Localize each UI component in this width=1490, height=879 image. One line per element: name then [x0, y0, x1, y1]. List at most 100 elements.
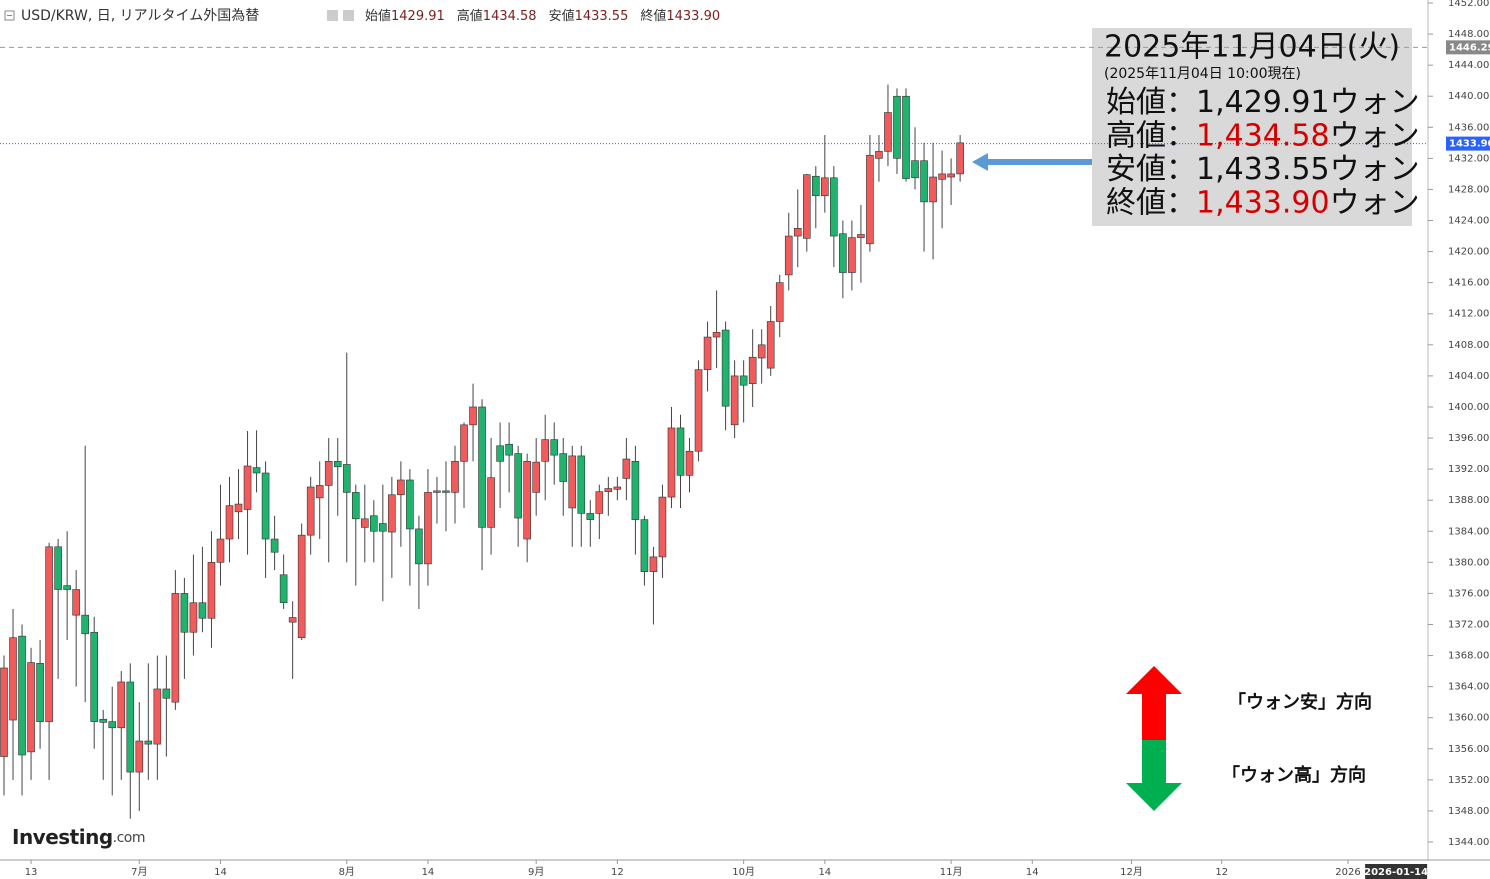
info-unit: ウォン: [1330, 152, 1420, 187]
y-tick-label: 1368.00: [1448, 651, 1489, 662]
candle-body: [676, 427, 685, 476]
y-tick-label: 1380.00: [1448, 557, 1489, 568]
y-tick-label: 1436.00: [1448, 122, 1489, 133]
price-label-box: [1446, 136, 1490, 151]
info-value: 1,433.90: [1196, 185, 1330, 220]
candle-body: [135, 740, 144, 773]
candle-body: [848, 237, 856, 273]
icon: [327, 10, 338, 21]
candle-body: [478, 406, 486, 528]
candle-body: [370, 515, 378, 532]
candle-body: [649, 556, 658, 572]
x-tick-label: 9月: [528, 866, 544, 878]
candle-body: [252, 467, 261, 474]
x-tick-label: 7月: [131, 866, 147, 878]
ohlc-item: 終値1433.90: [640, 8, 720, 24]
candle-body: [36, 663, 44, 722]
ohlc-item: 始値1429.91: [365, 8, 445, 24]
candle-body: [586, 513, 595, 520]
candle-body: [451, 461, 459, 493]
candle-body: [324, 461, 333, 486]
y-tick-label: 1416.00: [1448, 278, 1489, 289]
info-title: 2025年11月04日(火): [1104, 30, 1400, 65]
x-tick-label: 12月: [1120, 866, 1143, 878]
y-tick-label: 1348.00: [1448, 806, 1489, 817]
candle-body: [929, 176, 937, 203]
y-tick-label: 1428.00: [1448, 184, 1489, 195]
info-row: 高値：1,434.58ウォン: [1106, 118, 1420, 153]
candle-body: [857, 234, 865, 238]
info-separator: ：: [1166, 118, 1196, 153]
candle-body: [766, 321, 775, 369]
candle-body: [342, 464, 351, 493]
y-tick-label: 1388.00: [1448, 495, 1489, 506]
logo-suffix: .com: [113, 830, 145, 846]
collapse-icon: [4, 10, 15, 21]
candle-body: [712, 332, 721, 338]
logo: Investing.com: [12, 825, 145, 849]
candle-body: [550, 439, 559, 456]
info-label: 始値: [1106, 85, 1166, 120]
candle-body: [72, 589, 80, 616]
candle-body: [893, 95, 901, 159]
candle-body: [802, 174, 811, 239]
candle-body: [694, 369, 703, 452]
candle-body: [938, 173, 946, 180]
candle-body: [261, 472, 270, 540]
candle-body: [604, 488, 613, 492]
y-tick-label: 1364.00: [1448, 682, 1489, 693]
x-tick-label: 11月: [940, 866, 963, 878]
annotation: 「ウォン安」方向: [1228, 691, 1372, 713]
y-tick-label: 1400.00: [1448, 402, 1489, 413]
candle-body: [748, 356, 757, 384]
candle-body: [442, 490, 450, 493]
candle-body: [54, 546, 62, 590]
x-tick-label: 2026-01-14: [1364, 867, 1428, 878]
candle-body: [622, 458, 631, 479]
candle-body: [811, 175, 820, 196]
down-arrow: [1126, 740, 1182, 811]
x-tick-label: 14: [214, 867, 227, 878]
candle-body: [505, 443, 513, 456]
candle-body: [631, 461, 640, 520]
candle-body: [920, 160, 928, 203]
y-tick-label: 1444.00: [1448, 60, 1489, 71]
info-separator: ：: [1166, 185, 1196, 220]
annotation: 「ウォン高」方向: [1222, 764, 1366, 786]
candle-body: [884, 112, 892, 152]
candle-body: [703, 336, 712, 370]
candle-body: [496, 445, 504, 462]
info-label: 終値: [1106, 185, 1166, 220]
candle-body: [108, 721, 117, 729]
info-box: [1092, 28, 1412, 226]
info-row: 安値：1,433.55ウォン: [1106, 152, 1420, 187]
candle-body: [315, 485, 324, 499]
candle-body: [415, 528, 423, 565]
candle-body: [514, 453, 522, 519]
x-tick-label: 14: [818, 867, 831, 878]
x-tick-label: 14: [422, 867, 435, 878]
candle-body: [388, 494, 396, 533]
ohlc-label: 終値: [640, 8, 666, 24]
prev-close-label: 1446.29: [1449, 42, 1490, 53]
candle-body: [9, 637, 17, 721]
candle-body: [189, 602, 198, 633]
candle-body: [721, 329, 730, 407]
y-tick-label: 1420.00: [1448, 247, 1489, 258]
candle-body: [595, 491, 604, 514]
candle-body: [270, 538, 279, 553]
candle-body: [793, 227, 802, 237]
candle-body: [460, 424, 468, 462]
icon: [343, 10, 354, 21]
candle-body: [568, 455, 577, 509]
candle-body: [757, 344, 766, 359]
y-tick-label: 1376.00: [1448, 588, 1489, 599]
candle-body: [81, 614, 89, 635]
ohlc-value: 1434.58: [483, 9, 537, 24]
candle-body: [45, 546, 53, 722]
candle-body: [947, 173, 955, 178]
y-tick-label: 1360.00: [1448, 713, 1489, 724]
candle-body: [207, 562, 216, 619]
candle-body: [875, 151, 883, 159]
y-tick-label: 1412.00: [1448, 309, 1489, 320]
